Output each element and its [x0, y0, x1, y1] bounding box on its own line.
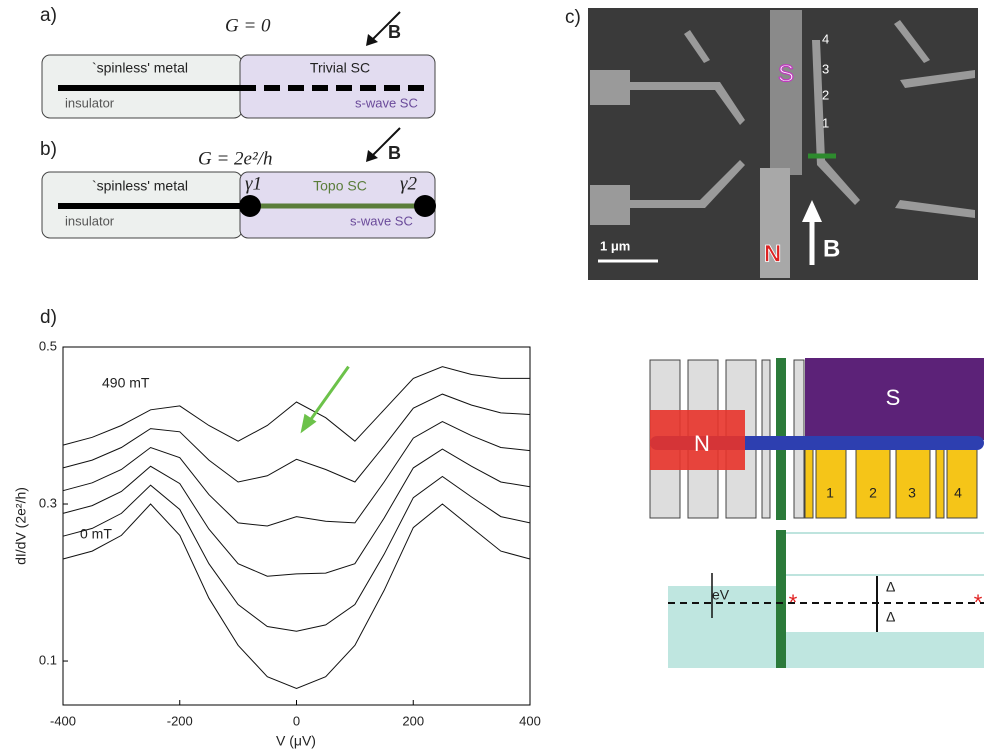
- equation: G = 0: [225, 15, 271, 36]
- field-label: B: [388, 143, 401, 163]
- majorana-star: *: [789, 590, 798, 615]
- curve: [62, 393, 531, 483]
- sc-label: Topo SC: [313, 178, 367, 194]
- y-axis-label: dI/dV (2e²/h): [13, 487, 29, 565]
- gate-label: 1: [826, 485, 834, 501]
- x-tick-label: -200: [167, 713, 193, 728]
- insulator-label: insulator: [65, 95, 115, 110]
- field-label: B: [388, 22, 401, 42]
- gate-label: 3: [908, 485, 916, 501]
- arrow: [305, 365, 350, 427]
- curve: [62, 421, 531, 527]
- sc-contact: [805, 358, 984, 440]
- panel-label: a): [40, 5, 57, 26]
- s-label: S: [778, 60, 794, 87]
- curve: [62, 366, 530, 446]
- x-tick-label: 0: [293, 713, 300, 728]
- gate-label: 2: [822, 87, 829, 102]
- panel-label: c): [565, 7, 581, 28]
- gate-label: 4: [822, 31, 829, 46]
- gate-label: 3: [822, 61, 829, 76]
- arrow: [369, 11, 401, 43]
- arrow-head: [300, 413, 317, 434]
- delta-label: Δ: [886, 609, 895, 625]
- field-arrow-head: [802, 200, 822, 222]
- sc-states: [786, 632, 984, 668]
- majorana: [414, 195, 436, 217]
- swave-label: s-wave SC: [350, 213, 413, 228]
- majorana-star: *: [974, 590, 983, 615]
- gate-label: 1: [822, 115, 829, 130]
- x-tick-label: -400: [50, 713, 76, 728]
- barrier: [776, 530, 786, 668]
- panel-label: d): [40, 307, 57, 328]
- panel-label: b): [40, 139, 57, 160]
- gate-label: 4: [954, 485, 962, 501]
- n-label: N: [694, 431, 710, 456]
- metal-label: `spinless' metal: [92, 60, 188, 76]
- n-label: N: [764, 240, 781, 267]
- field-label: B: [823, 235, 840, 262]
- gate-label: 2: [869, 485, 877, 501]
- ev-label: eV: [712, 587, 730, 603]
- metal-label: `spinless' metal: [92, 178, 188, 194]
- n-contact: [650, 410, 745, 470]
- gamma: γ1: [245, 173, 262, 194]
- x-axis-label: V (μV): [276, 733, 316, 749]
- scale-label: 1 μm: [600, 238, 630, 253]
- insulator-label: insulator: [65, 213, 115, 228]
- electrodes: [590, 10, 975, 278]
- arrow-head: [366, 34, 378, 46]
- y-tick-label: 0.1: [39, 652, 57, 667]
- sc-label: Trivial SC: [310, 60, 370, 76]
- y-tick-label: 0.3: [39, 495, 57, 510]
- s-label: S: [886, 385, 901, 410]
- annotation: 490 mT: [102, 375, 150, 391]
- curve: [62, 448, 531, 577]
- x-tick-label: 400: [519, 713, 541, 728]
- lead-states: [668, 586, 778, 668]
- majorana: [239, 195, 261, 217]
- x-tick-label: 200: [402, 713, 424, 728]
- swave-label: s-wave SC: [355, 95, 418, 110]
- curve: [62, 475, 531, 632]
- gamma: γ2: [400, 173, 417, 194]
- equation: G = 2e²/h: [198, 148, 272, 169]
- y-tick-label: 0.5: [39, 338, 57, 353]
- delta-label: Δ: [886, 579, 895, 595]
- arrow: [369, 127, 401, 159]
- plot: -400 -200 0 200 400 0.1 0.3 0.5: [39, 338, 541, 728]
- yellow-gates: [804, 447, 978, 519]
- annotation: 0 mT: [80, 526, 112, 542]
- arrow-head: [366, 150, 378, 162]
- curve: [62, 503, 531, 690]
